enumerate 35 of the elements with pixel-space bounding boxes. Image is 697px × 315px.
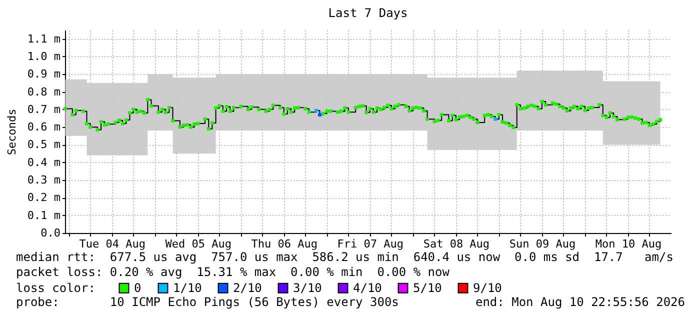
legend-label: 0	[134, 281, 142, 296]
y-tick-label: 0.9 m	[27, 68, 61, 81]
y-tick-label: 1.0 m	[27, 50, 61, 63]
point	[318, 113, 322, 116]
y-tick-label: 0.1 m	[27, 208, 61, 222]
text: end: Mon Aug 10 22:55:56 2026	[475, 295, 685, 309]
legend-title: loss color:	[16, 281, 96, 295]
text: packet loss: 0.20 % avg 15.31 % max 0.00 % min 0.00 % now	[16, 265, 450, 279]
y-tick-label: 1.1 m	[27, 32, 61, 46]
y-tick-label: 0.4 m	[27, 156, 61, 169]
legend-label: 5/10	[413, 281, 442, 296]
x-tick-label: Sat 08 Aug	[423, 238, 490, 250]
y-tick-label: 0.3 m	[27, 174, 61, 187]
y-axis-title: Seconds	[5, 108, 18, 156]
y-tick-label: 0.8 m	[27, 85, 61, 98]
x-tick-label: Thu 06 Aug	[251, 238, 318, 250]
legend-label: 3/10	[293, 281, 322, 296]
legend-label: 2/10	[233, 281, 262, 296]
point	[494, 117, 498, 121]
y-tick-label: 0.2 m	[27, 191, 61, 204]
chart-title: Last 7 Days	[328, 6, 408, 20]
x-tick-label: Wed 05 Aug	[165, 238, 232, 250]
x-tick-label: Mon 10 Aug	[595, 238, 662, 250]
y-tick-label: 0.0	[40, 226, 60, 240]
y-tick-label: 0.7 m	[27, 102, 61, 116]
legend-label: 4/10	[353, 281, 382, 296]
text: probe: 10 ICMP Echo Pings (56 Bytes) every 300s	[16, 295, 399, 309]
legend-label: 1/10	[173, 281, 202, 296]
legend-label: 9/10	[473, 281, 502, 296]
x-tick-label: Fri 07 Aug	[337, 238, 404, 250]
y-tick-label: 0.6 m	[27, 120, 61, 134]
x-tick-label: Tue 04 Aug	[79, 238, 146, 250]
x-tick-label: Sun 09 Aug	[509, 238, 576, 250]
text: median rtt: 677.5 us avg 757.0 us max 586.2 us min 640.4 us now 0.0 ms sd 17.7 am/s	[16, 250, 674, 264]
y-tick-label: 0.5 m	[27, 138, 61, 152]
